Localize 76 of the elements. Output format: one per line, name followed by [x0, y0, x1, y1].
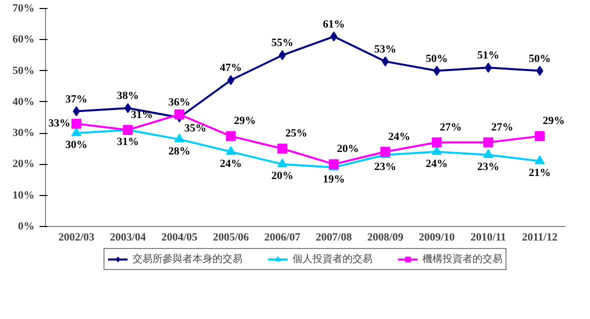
data-label: 31%	[130, 108, 153, 121]
point	[432, 137, 442, 148]
data-label: 61%	[322, 18, 345, 31]
point	[124, 103, 132, 114]
data-label: 55%	[271, 37, 294, 50]
point	[277, 144, 288, 154]
legend-label: 機構投資者的交易	[422, 252, 502, 266]
x-tick-label: 2010/11	[470, 232, 506, 244]
legend-label: 個人投資者的交易	[292, 252, 372, 266]
data-label: 53%	[374, 43, 396, 56]
point	[484, 62, 492, 73]
point	[71, 127, 82, 136]
point	[433, 66, 440, 76]
point	[536, 66, 544, 76]
x-tick-label: 2011/12	[522, 232, 558, 244]
y-tick-label: 30%	[12, 127, 34, 140]
point	[227, 75, 234, 86]
data-label: 21%	[528, 167, 551, 180]
point	[278, 50, 286, 60]
point	[277, 158, 288, 168]
data-label: 25%	[285, 128, 308, 140]
data-label: 28%	[168, 145, 190, 158]
data-label: 27%	[491, 121, 514, 134]
data-label: 31%	[116, 136, 139, 148]
point	[226, 146, 236, 155]
x-tick-label: 2006/07	[264, 232, 301, 244]
point	[72, 106, 80, 116]
point	[71, 118, 82, 129]
data-label: 37%	[65, 93, 88, 106]
point	[328, 159, 339, 170]
y-tick-label: 40%	[12, 96, 34, 108]
y-tick-label: 0%	[18, 220, 34, 232]
data-label: 38%	[116, 90, 139, 102]
y-tick-label: 70%	[12, 2, 34, 14]
data-label: 33%	[48, 118, 70, 130]
data-label: 30%	[65, 139, 88, 152]
point	[534, 131, 545, 142]
data-label: 36%	[168, 96, 190, 108]
x-tick-label: 2002/03	[58, 232, 95, 244]
x-tick-label: 2004/05	[161, 232, 198, 244]
data-label: 47%	[220, 62, 242, 74]
data-label: 29%	[234, 115, 256, 128]
data-label: 50%	[528, 52, 551, 65]
point	[534, 155, 545, 164]
data-label: 20%	[271, 170, 294, 182]
point	[483, 137, 494, 148]
y-tick-label: 10%	[12, 189, 34, 202]
data-label: 50%	[426, 52, 448, 65]
point	[483, 149, 494, 158]
data-label: 51%	[477, 50, 500, 62]
point	[382, 56, 389, 66]
data-label: 29%	[542, 115, 565, 128]
point	[380, 146, 390, 157]
data-label: 23%	[477, 160, 500, 173]
x-tick-label: 2008/09	[367, 232, 404, 244]
x-tick-label: 2009/10	[418, 232, 456, 244]
point	[226, 131, 236, 142]
y-tick-label: 20%	[12, 158, 34, 170]
data-label: 27%	[440, 121, 462, 134]
x-tick-label: 2003/04	[110, 232, 146, 244]
legend-label: 交易所參與者本身的交易	[132, 252, 242, 266]
data-label: 24%	[426, 158, 448, 170]
x-tick-label: 2007/08	[316, 232, 352, 244]
point	[432, 146, 442, 155]
data-label: 19%	[322, 173, 345, 186]
point	[174, 134, 184, 142]
y-tick-label: 50%	[12, 64, 34, 77]
data-label: 24%	[220, 158, 242, 170]
y-tick-label: 60%	[12, 34, 34, 46]
point	[330, 32, 338, 42]
point	[174, 109, 184, 120]
data-label: 24%	[388, 130, 410, 143]
x-tick-label: 2005/06	[212, 232, 250, 244]
data-label: 35%	[184, 122, 206, 134]
data-label: 23%	[374, 160, 396, 173]
data-label: 20%	[336, 143, 359, 156]
